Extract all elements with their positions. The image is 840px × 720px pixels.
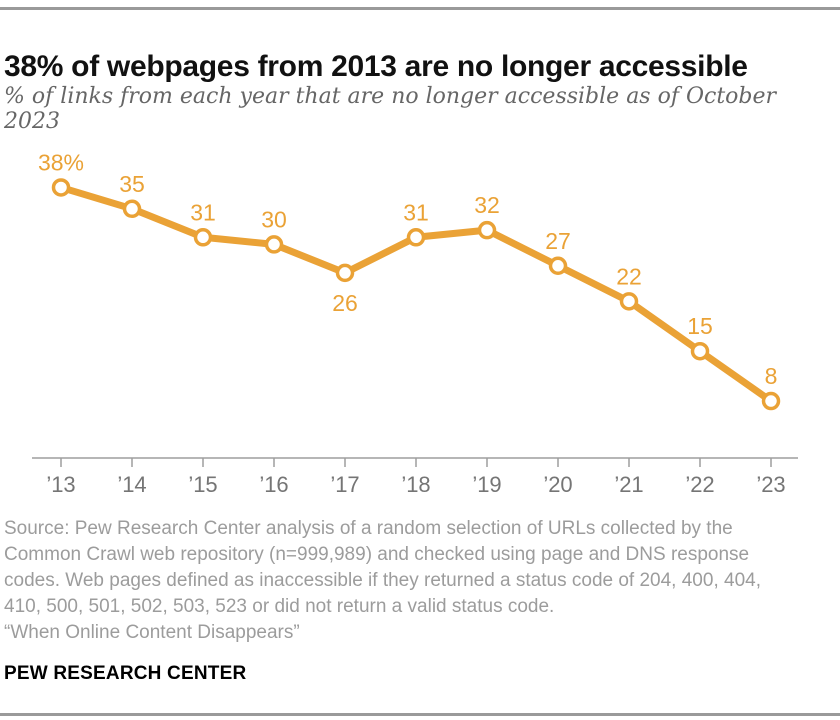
- report-title-quote: “When Online Content Disappears”: [4, 622, 300, 643]
- x-tick-label: ’21: [614, 472, 643, 497]
- x-tick-label: ’16: [259, 472, 288, 497]
- bottom-divider: [0, 713, 840, 716]
- data-point: [51, 178, 71, 197]
- data-point: [335, 263, 355, 283]
- x-tick-label: ’17: [330, 472, 359, 497]
- chart-title: 38% of webpages from 2013 are no longer …: [4, 50, 748, 84]
- x-tick-label: ’23: [756, 472, 785, 497]
- source-note: Source: Pew Research Center analysis of …: [4, 518, 761, 617]
- x-tick-label: ’22: [685, 472, 714, 497]
- data-point-label: 8: [765, 363, 778, 389]
- x-tick-label: ’15: [188, 472, 217, 497]
- data-point: [264, 235, 284, 254]
- x-tick-label: ’14: [117, 472, 146, 497]
- data-point-label: 30: [261, 206, 287, 232]
- data-point-label: 22: [616, 263, 642, 289]
- pew-research-center-wordmark: PEW RESEARCH CENTER: [4, 663, 247, 684]
- data-point-label: 31: [190, 199, 216, 225]
- data-point: [761, 391, 781, 411]
- line-chart-canvas: ’13 ’14 ’15 ’16 ’17 ’18 ’19 ’20 ’21 ’22 ’23 38% 35 31…: [32, 149, 798, 497]
- data-point: [122, 199, 142, 219]
- data-point-label: 26: [332, 290, 358, 316]
- chart-subtitle: % of links from each year that are no lo…: [4, 84, 777, 134]
- data-point-label: 38%: [38, 149, 84, 175]
- x-tick-label: ’18: [401, 472, 430, 497]
- data-point: [477, 220, 497, 240]
- data-point: [406, 228, 426, 247]
- data-point-label: 27: [545, 228, 571, 254]
- x-tick-label: ’13: [46, 472, 75, 497]
- x-tick-label: ’20: [543, 472, 572, 497]
- data-point: [548, 256, 568, 276]
- data-point-label: 15: [687, 313, 713, 339]
- data-point-label: 35: [119, 171, 145, 197]
- data-point-label: 32: [474, 192, 500, 218]
- data-point-label: 31: [403, 199, 429, 225]
- line-chart: ’13 ’14 ’15 ’16 ’17 ’18 ’19 ’20 ’21 ’22 ’23 38% 35 31…: [0, 125, 840, 505]
- data-point: [193, 228, 213, 247]
- data-point: [690, 341, 710, 361]
- x-tick-label: ’19: [472, 472, 501, 497]
- top-divider: [0, 7, 840, 10]
- data-point: [619, 292, 639, 311]
